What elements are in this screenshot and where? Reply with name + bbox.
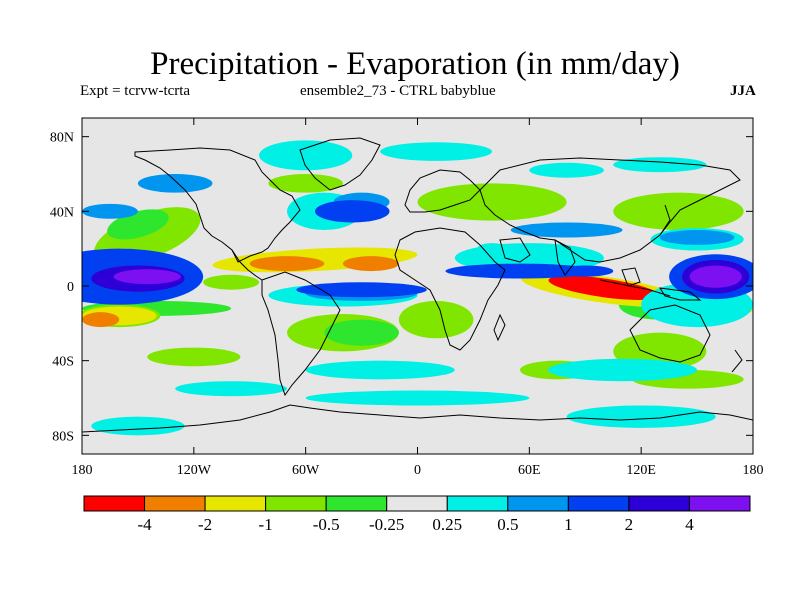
- colorbar-label: 4: [685, 515, 694, 534]
- pe-region: [689, 265, 742, 288]
- colorbar-swatch: [265, 495, 327, 512]
- pe-region: [305, 390, 530, 406]
- pe-region: [113, 269, 181, 285]
- colorbar-swatch: [83, 495, 146, 512]
- coastline-central-america: [231, 249, 263, 281]
- coastline-madagascar: [493, 313, 506, 342]
- coastline-japan: [659, 204, 671, 236]
- pe-region: [380, 142, 493, 161]
- pe-region: [82, 312, 120, 328]
- pe-region: [249, 256, 325, 272]
- x-tick-label: 180: [743, 463, 764, 478]
- x-tick-label: 60W: [292, 463, 320, 478]
- colorbar-swatch: [507, 495, 569, 512]
- coastline-south-america: [261, 271, 341, 397]
- pe-region: [557, 265, 614, 277]
- y-tick-label: 0: [67, 280, 74, 295]
- pe-region: [445, 263, 595, 279]
- colorbar-swatch: [688, 495, 751, 512]
- x-tick-label: 180: [72, 463, 93, 478]
- colorbar-label: -2: [198, 515, 212, 534]
- coastline-asia: [479, 157, 741, 263]
- pe-region: [510, 222, 623, 238]
- colorbar-swatch: [446, 495, 509, 512]
- x-tick-label: 120E: [626, 463, 656, 478]
- pe-region: [175, 381, 288, 397]
- pe-region: [398, 300, 474, 339]
- y-tick-label: 80N: [50, 131, 74, 146]
- colorbar-swatch: [204, 495, 267, 512]
- colorbar-swatch: [386, 495, 448, 512]
- x-tick-label: 120W: [177, 463, 212, 478]
- coastline-new-zealand: [731, 349, 743, 373]
- coastline-north-america: [134, 147, 301, 263]
- pe-region: [547, 358, 698, 382]
- pe-region: [324, 319, 399, 346]
- colorbar-label: 0.25: [432, 515, 462, 534]
- coastline-antarctica: [82, 404, 753, 433]
- pe-region: [548, 275, 660, 300]
- pe-region: [137, 174, 213, 193]
- colorbar-label: -4: [137, 515, 152, 534]
- pe-region: [203, 274, 260, 290]
- coastline-new-guinea: [659, 287, 702, 301]
- colorbar-label: 0.5: [497, 515, 518, 534]
- pe-region: [529, 162, 604, 178]
- colorbar-label: -0.25: [369, 515, 404, 534]
- pe-region: [82, 203, 138, 219]
- coastline-arabia: [499, 237, 531, 263]
- ensemble-label: ensemble2_73 - CTRL babyblue: [300, 83, 496, 99]
- experiment-label: Expt = tcrvw-tcrta: [80, 83, 191, 99]
- x-tick-label: 60E: [518, 463, 541, 478]
- colorbar-swatch: [567, 495, 630, 512]
- y-tick-label: 80S: [52, 429, 74, 444]
- pe-region: [659, 230, 735, 245]
- coastline-india: [554, 239, 576, 276]
- pe-region: [417, 183, 567, 221]
- colorbar-swatch: [628, 495, 690, 512]
- coastline-indonesia: [599, 279, 671, 297]
- season-label: JJA: [730, 83, 756, 99]
- coastline-africa: [394, 227, 506, 351]
- colorbar-label: 2: [625, 515, 634, 534]
- colorbar-label: 1: [564, 515, 573, 534]
- pe-region: [91, 416, 185, 436]
- x-tick-label: 0: [414, 463, 421, 478]
- colorbar-swatch: [325, 495, 388, 512]
- pe-region: [566, 405, 716, 428]
- chart-title: Precipitation - Evaporation (in mm/day): [150, 46, 680, 82]
- pe-region: [296, 282, 427, 298]
- coastline-greenland: [299, 137, 381, 191]
- pe-region: [305, 360, 455, 380]
- coastline-australia: [629, 304, 711, 363]
- pe-region: [314, 200, 390, 223]
- colorbar-label: -1: [259, 515, 273, 534]
- coastline-borneo: [621, 267, 641, 287]
- y-tick-label: 40S: [52, 355, 74, 370]
- y-tick-label: 40N: [50, 205, 74, 220]
- pe-region: [342, 256, 399, 272]
- pe-region: [259, 140, 353, 171]
- pe-region: [147, 347, 241, 367]
- colorbar-label: -0.5: [313, 515, 340, 534]
- pe-region: [268, 174, 343, 193]
- pe-region: [477, 243, 507, 255]
- colorbar-swatch: [144, 495, 206, 512]
